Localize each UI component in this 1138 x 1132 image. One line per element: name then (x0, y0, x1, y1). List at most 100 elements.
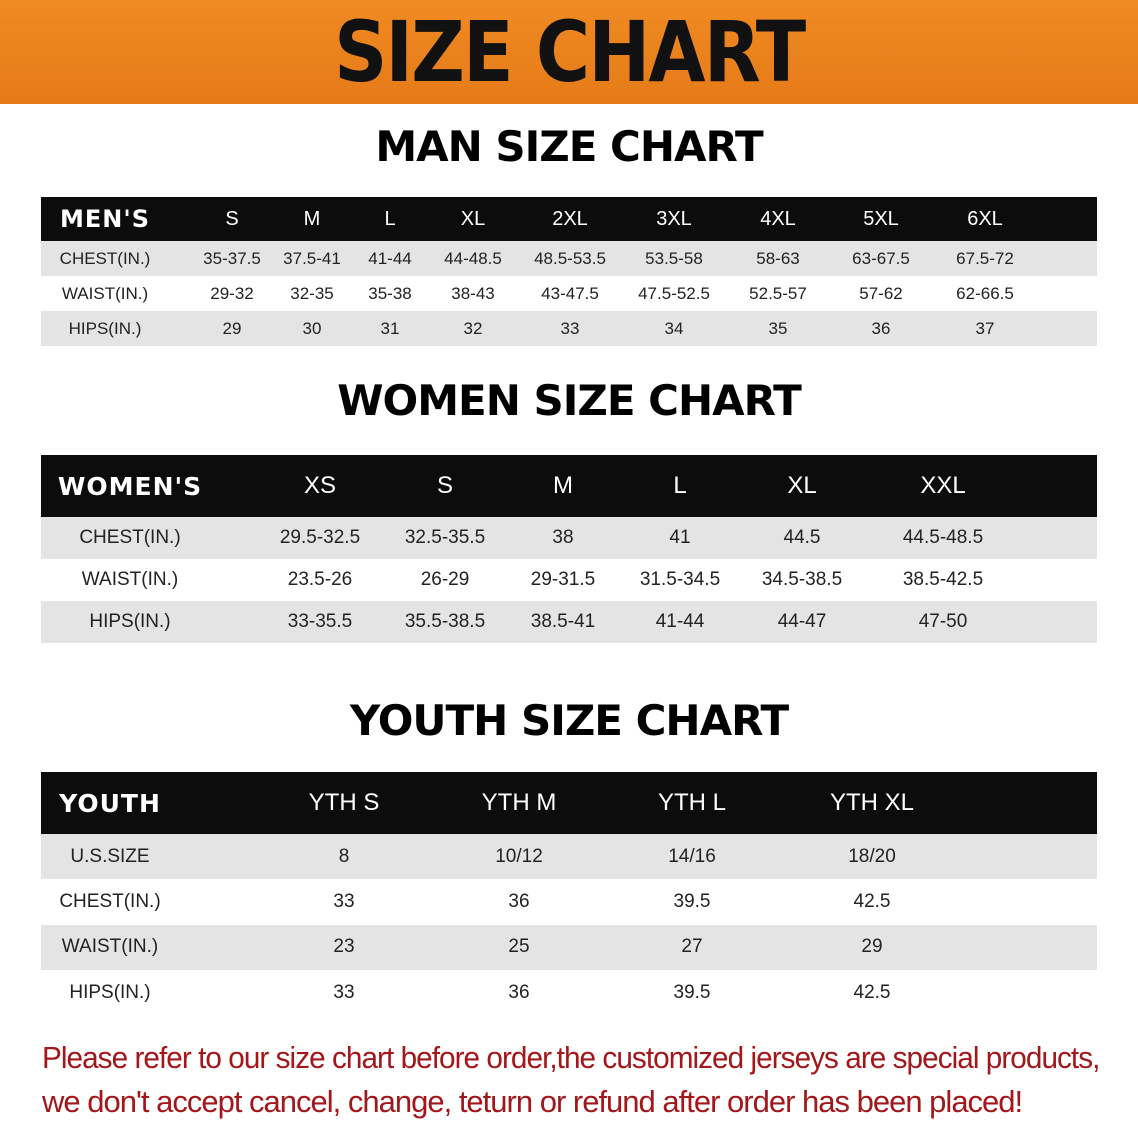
measurement-cell: 35-38 (368, 283, 412, 303)
measurement-cell: 53.5-58 (645, 248, 703, 268)
measurement-cell: 33-35.5 (287, 611, 353, 632)
youth-section-title: YOUTH SIZE CHART (349, 696, 789, 745)
measurement-cell: 34.5-38.5 (761, 569, 843, 590)
measurement-cell: 67.5-72 (956, 248, 1014, 268)
measurement-cell: 29 (222, 318, 242, 338)
row-label: HIPS(IN.) (89, 611, 171, 632)
table-row: WAIST(IN.) 23.5-26 26-29 29-31.5 31.5-34.5 34… (41, 559, 1097, 601)
row-label: WAIST(IN.) (61, 936, 159, 958)
measurement-cell: 29-32 (210, 283, 254, 303)
size-header: M (553, 472, 573, 499)
row-label: U.S.SIZE (70, 845, 150, 867)
measurement-cell: 38.5-41 (530, 611, 596, 632)
measurement-cell: 62-66.5 (956, 283, 1014, 303)
women-size-table: WOMEN'S XS S M L XL XXL CHEST(IN.) 29.5-32.5 32.5… (41, 455, 1097, 643)
size-header: XS (303, 472, 337, 499)
measurement-cell: 33 (333, 981, 355, 1003)
table-row: CHEST(IN.) 33 36 39.5 42.5 (41, 879, 1097, 925)
measurement-cell: 47.5-52.5 (638, 283, 710, 303)
measurement-cell: 30 (302, 318, 322, 338)
table-row: U.S.SIZE 8 10/12 14/16 18/20 (41, 834, 1097, 880)
measurement-cell: 48.5-53.5 (534, 248, 606, 268)
measurement-cell: 34 (664, 318, 684, 338)
table-row: HIPS(IN.) 33 36 39.5 42.5 (41, 969, 1097, 1016)
size-header: 5XL (863, 207, 899, 230)
measurement-cell: 27 (681, 936, 703, 958)
men-header-label: MEN'S (60, 205, 150, 233)
size-header: YTH XL (829, 789, 915, 816)
measurement-cell: 44.5-48.5 (902, 527, 984, 548)
table-row: HIPS(IN.) 33-35.5 35.5-38.5 38.5-41 41-44 44-… (41, 601, 1097, 643)
size-header: S (225, 207, 239, 230)
table-row: CHEST(IN.) 29.5-32.5 32.5-35.5 38 41 44.5 44.5… (41, 517, 1097, 559)
size-header: 6XL (967, 207, 1003, 230)
women-header-row: WOMEN'S XS S M L XL XXL (41, 455, 1097, 517)
measurement-cell: 44.5 (783, 527, 821, 548)
measurement-cell: 23.5-26 (287, 569, 353, 590)
measurement-cell: 18/20 (848, 845, 896, 867)
women-header-label: WOMEN'S (57, 471, 203, 501)
size-header: XL (460, 207, 486, 230)
measurement-cell: 33 (560, 318, 580, 338)
measurement-cell: 39.5 (673, 890, 711, 912)
measurement-cell: 33 (333, 890, 355, 912)
measurement-cell: 41-44 (655, 611, 705, 632)
row-label: HIPS(IN.) (68, 318, 142, 338)
measurement-cell: 37.5-41 (283, 248, 341, 268)
measurement-cell: 44-48.5 (444, 248, 502, 268)
measurement-cell: 8 (338, 845, 350, 867)
row-label: WAIST(IN.) (61, 283, 149, 303)
measurement-cell: 43-47.5 (541, 283, 599, 303)
size-header: 2XL (552, 207, 588, 230)
measurement-cell: 14/16 (668, 845, 716, 867)
measurement-cell: 47-50 (918, 611, 968, 632)
size-header: XXL (920, 472, 966, 499)
measurement-cell: 29-31.5 (530, 569, 596, 590)
size-header: 3XL (656, 207, 692, 230)
table-row: WAIST(IN.) 23 25 27 29 (41, 924, 1097, 970)
size-header: L (673, 472, 687, 499)
notice-line-1: Please refer to our size chart before or… (42, 1040, 1100, 1075)
measurement-cell: 41-44 (368, 248, 412, 268)
youth-header-row: YOUTH YTH S YTH M YTH L YTH XL (41, 772, 1097, 834)
measurement-cell: 23 (333, 936, 355, 958)
size-header: YTH M (481, 789, 557, 816)
banner-title: SIZE CHART (333, 3, 806, 101)
measurement-cell: 25 (508, 936, 530, 958)
measurement-cell: 52.5-57 (749, 283, 807, 303)
table-row: HIPS(IN.) 29 30 31 32 33 34 35 36 37 (41, 311, 1097, 346)
row-label: CHEST(IN.) (79, 527, 181, 548)
men-header-row: MEN'S S M L XL 2XL 3XL 4XL 5XL 6XL (41, 197, 1097, 241)
measurement-cell: 39.5 (673, 981, 711, 1003)
measurement-cell: 36 (508, 981, 530, 1003)
banner: SIZE CHART (0, 0, 1138, 104)
measurement-cell: 41 (669, 527, 691, 548)
measurement-cell: 32-35 (290, 283, 334, 303)
size-header: YTH L (657, 789, 727, 816)
men-section-title: MAN SIZE CHART (375, 122, 763, 171)
measurement-cell: 38-43 (451, 283, 495, 303)
measurement-cell: 58-63 (756, 248, 800, 268)
measurement-cell: 63-67.5 (852, 248, 910, 268)
measurement-cell: 35.5-38.5 (404, 611, 486, 632)
size-header: S (436, 472, 454, 499)
measurement-cell: 44-47 (777, 611, 827, 632)
measurement-cell: 32.5-35.5 (404, 527, 486, 548)
row-label: CHEST(IN.) (59, 890, 161, 912)
measurement-cell: 32 (463, 318, 483, 338)
table-row: CHEST(IN.) 35-37.5 37.5-41 41-44 44-48.5 48.5… (41, 241, 1097, 276)
measurement-cell: 36 (508, 890, 530, 912)
measurement-cell: 42.5 (853, 890, 891, 912)
measurement-cell: 38 (552, 527, 574, 548)
youth-size-table: YOUTH YTH S YTH M YTH L YTH XL U.S.SIZE 8 10/12… (41, 772, 1097, 1016)
measurement-cell: 37 (975, 318, 995, 338)
measurement-cell: 10/12 (495, 845, 543, 867)
size-header: 4XL (760, 207, 796, 230)
measurement-cell: 57-62 (859, 283, 903, 303)
size-header: YTH S (308, 789, 380, 816)
table-row: WAIST(IN.) 29-32 32-35 35-38 38-43 43-47.5 47.… (41, 276, 1097, 311)
measurement-cell: 31 (380, 318, 400, 338)
measurement-cell: 29.5-32.5 (279, 527, 361, 548)
men-size-table: MEN'S S M L XL 2XL 3XL 4XL 5XL 6XL CHEST(IN.) 35-37… (41, 197, 1097, 346)
